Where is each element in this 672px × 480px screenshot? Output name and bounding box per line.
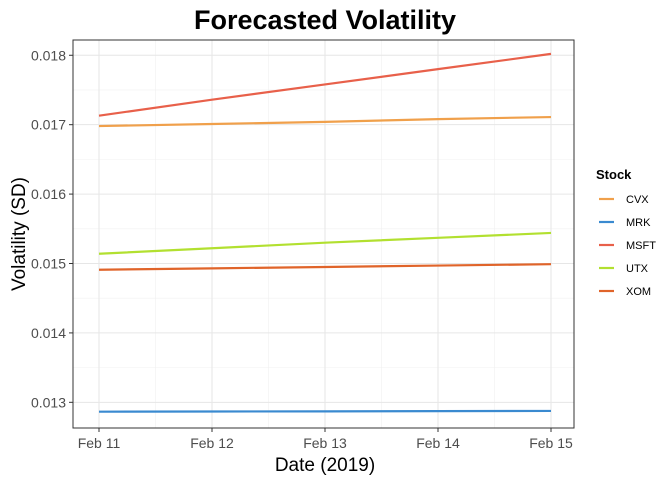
x-axis-title: Date (2019) [275, 455, 375, 476]
y-tick-label: 0.016 [31, 186, 66, 202]
y-axis-title: Volatility (SD) [9, 177, 30, 291]
legend-label-mrk: MRK [626, 217, 651, 229]
x-tick-label: Feb 12 [190, 435, 234, 451]
x-tick-label: Feb 14 [416, 435, 460, 451]
chart-title: Forecasted Volatility [194, 5, 456, 35]
legend-label-cvx: CVX [626, 194, 649, 206]
series-line-mrk [98, 409, 552, 413]
y-tick-label: 0.017 [31, 117, 66, 133]
series-line-xom [98, 263, 552, 271]
legend-label-xom: XOM [626, 286, 651, 298]
plot-area: 0.013 0.014 0.015 0.016 0.017 0.018 Feb 11 Feb … [31, 39, 575, 451]
x-tick-label: Feb 13 [303, 435, 347, 451]
x-tick-label: Feb 15 [529, 435, 573, 451]
y-tick-label: 0.015 [31, 255, 66, 271]
legend-title: Stock [596, 167, 632, 182]
series-line-msft [98, 52, 552, 117]
series-line-utx [98, 231, 552, 255]
y-tick-label: 0.013 [31, 394, 66, 410]
x-tick-label: Feb 11 [78, 435, 121, 451]
plot-background [73, 40, 574, 428]
legend-label-utx: UTX [626, 263, 649, 275]
y-tick-label: 0.014 [31, 325, 66, 341]
legend: Stock CVX MRK MSFT UTX XOM [596, 167, 656, 298]
y-tick-label: 0.018 [31, 47, 66, 63]
plot-border [72, 39, 575, 429]
series-line-cvx [98, 115, 552, 128]
legend-label-msft: MSFT [626, 240, 656, 252]
